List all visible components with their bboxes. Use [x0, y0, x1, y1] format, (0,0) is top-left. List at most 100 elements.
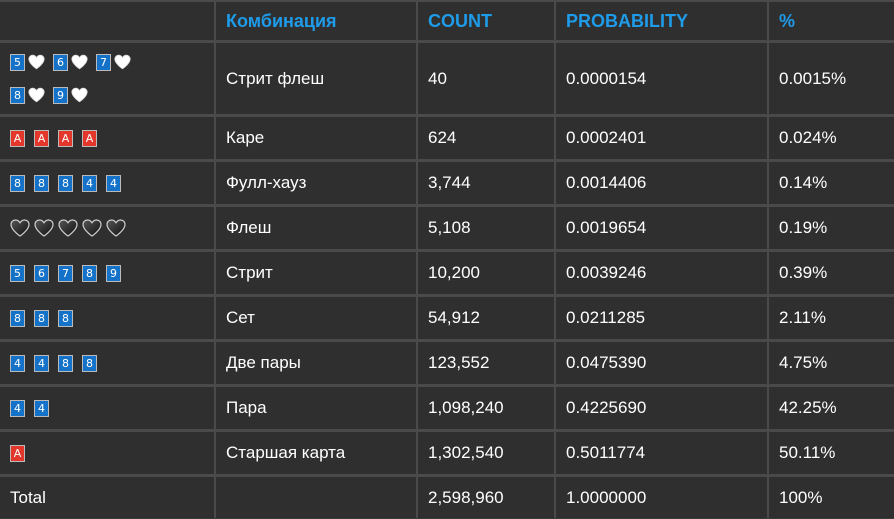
white-heart-icon — [28, 87, 45, 103]
card-group: A — [10, 444, 160, 462]
count-cell: 1,302,540 — [416, 432, 554, 477]
combination-name: Стрит флеш — [214, 43, 416, 117]
cards-cell — [0, 207, 214, 252]
percent-cell: 2.11% — [767, 297, 894, 342]
card-item: 8 — [34, 174, 58, 192]
combination-name: Сет — [214, 297, 416, 342]
table-row: 5 6 7 8 9 Стрит флеш 40 0.0000154 0.0015% — [0, 43, 894, 117]
card-item: A — [10, 129, 34, 147]
card-item: 8 — [10, 174, 34, 192]
probability-cell: 0.5011774 — [554, 432, 767, 477]
count-cell: 40 — [416, 43, 554, 117]
black-heart-icon — [34, 219, 54, 237]
probability-cell: 0.0019654 — [554, 207, 767, 252]
header-count: COUNT — [416, 0, 554, 43]
card-item: A — [58, 129, 82, 147]
header-percent: % — [767, 0, 894, 43]
card-badge: 9 — [53, 86, 68, 104]
table-row: 4 4 Пара 1,098,240 0.4225690 42.25% — [0, 387, 894, 432]
card-item: 8 — [10, 309, 34, 327]
card-badge: 4 — [34, 354, 49, 372]
card-badge: A — [10, 444, 25, 462]
card-badge: 4 — [34, 399, 49, 417]
card-item: 8 — [58, 309, 82, 327]
card-item: 8 — [82, 354, 106, 372]
table-row: A Старшая карта 1,302,540 0.5011774 50.11% — [0, 432, 894, 477]
card-badge: 7 — [58, 264, 73, 282]
table-row: 8 8 8 4 4 Фулл-хауз 3,744 0.0014406 0.14% — [0, 162, 894, 207]
card-item: 8 — [82, 264, 106, 282]
percent-cell: 0.024% — [767, 117, 894, 162]
white-heart-icon — [71, 87, 88, 103]
percent-cell: 0.39% — [767, 252, 894, 297]
combination-name: Стрит — [214, 252, 416, 297]
card-item: 4 — [10, 399, 34, 417]
card-badge: 4 — [10, 399, 25, 417]
probability-cell: 0.0000154 — [554, 43, 767, 117]
probability-cell: 0.0002401 — [554, 117, 767, 162]
card-badge: 8 — [82, 354, 97, 372]
white-heart-icon — [71, 54, 88, 70]
card-badge: 5 — [10, 264, 25, 282]
probability-cell: 0.0211285 — [554, 297, 767, 342]
card-badge: 8 — [10, 309, 25, 327]
white-heart-icon — [28, 54, 45, 70]
card-badge: A — [82, 129, 97, 147]
card-badge: 5 — [10, 53, 25, 71]
card-badge: 6 — [34, 264, 49, 282]
probability-cell: 0.0475390 — [554, 342, 767, 387]
probability-cell: 0.4225690 — [554, 387, 767, 432]
table-row: Флеш 5,108 0.0019654 0.19% — [0, 207, 894, 252]
cards-cell: A — [0, 432, 214, 477]
card-item: 5 — [10, 53, 53, 71]
card-item: 4 — [106, 174, 130, 192]
total-probability: 1.0000000 — [554, 477, 767, 518]
count-cell: 5,108 — [416, 207, 554, 252]
card-item: A — [82, 129, 106, 147]
count-cell: 54,912 — [416, 297, 554, 342]
count-cell: 624 — [416, 117, 554, 162]
probability-cell: 0.0039246 — [554, 252, 767, 297]
card-item: 7 — [58, 264, 82, 282]
black-heart-icon — [106, 219, 126, 237]
percent-cell: 42.25% — [767, 387, 894, 432]
card-item: A — [10, 444, 34, 462]
card-badge: 8 — [58, 174, 73, 192]
card-item: 4 — [34, 399, 58, 417]
combination-name: Две пары — [214, 342, 416, 387]
percent-cell: 4.75% — [767, 342, 894, 387]
card-badge: A — [34, 129, 49, 147]
card-item: 9 — [106, 264, 130, 282]
percent-cell: 50.11% — [767, 432, 894, 477]
card-item: 6 — [34, 264, 58, 282]
card-badge: 4 — [82, 174, 97, 192]
table-row: 5 6 7 8 9 Стрит 10,200 0.0039246 0.39% — [0, 252, 894, 297]
combination-name: Старшая карта — [214, 432, 416, 477]
card-badge: 7 — [96, 53, 111, 71]
table-row: A A A A Каре 624 0.0002401 0.024% — [0, 117, 894, 162]
card-badge: 9 — [106, 264, 121, 282]
white-heart-icon — [114, 54, 131, 70]
table-row: 8 8 8 Сет 54,912 0.0211285 2.11% — [0, 297, 894, 342]
count-cell: 10,200 — [416, 252, 554, 297]
combination-name: Фулл-хауз — [214, 162, 416, 207]
card-item: 6 — [53, 53, 96, 71]
percent-cell: 0.19% — [767, 207, 894, 252]
card-item: 5 — [10, 264, 34, 282]
header-combination: Комбинация — [214, 0, 416, 43]
count-cell: 3,744 — [416, 162, 554, 207]
card-badge: 4 — [10, 354, 25, 372]
